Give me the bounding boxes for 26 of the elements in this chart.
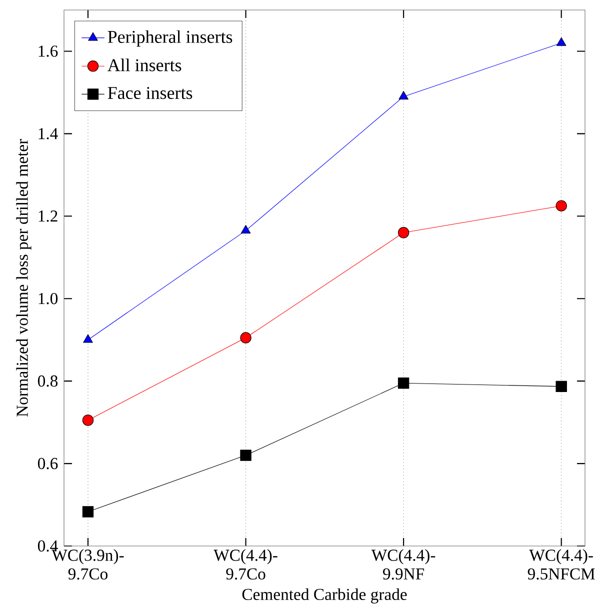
legend-label: Face inserts [108,86,192,100]
x-axis-title: Cemented Carbide grade [242,588,407,604]
point [82,414,94,426]
point [398,90,408,100]
point [82,506,94,518]
legend-label: Peripheral inserts [108,30,232,47]
y-tick-label: 0.6 [38,458,58,470]
x-tick-label: WC(4.4)-9.5NFCM [528,549,595,580]
y-tick-label: 1.6 [38,46,58,57]
point [240,224,251,234]
y-tick-label: 1.4 [38,128,58,140]
point [240,450,252,461]
x-tick-label: WC(4.4)-9.7Co [214,549,278,580]
point [556,200,567,212]
x-tick-label: WC(4.4)-9.9NF [371,549,436,580]
point [83,334,93,343]
point [398,378,410,389]
y-tick-label: 1.2 [38,210,58,222]
y-axis-title: Normalized volume loss per drilled meter [16,139,32,417]
y-tick-label: 1.0 [38,292,58,304]
point [240,332,252,344]
legend-label: All inserts [107,58,182,72]
point [398,227,410,238]
y-tick-label: 0.8 [38,375,58,387]
point [556,380,567,392]
point [556,37,566,46]
